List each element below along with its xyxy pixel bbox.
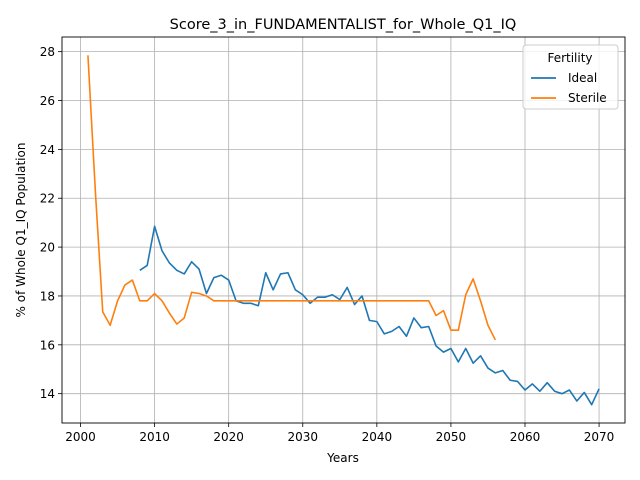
grid-lines <box>62 37 625 423</box>
series-line-ideal <box>139 225 600 406</box>
y-axis-label: % of Whole Q1_IQ Population <box>14 143 28 318</box>
x-tick-label: 2020 <box>213 430 244 444</box>
y-tick-label: 20 <box>40 241 55 255</box>
series-line-sterile <box>87 55 497 341</box>
y-tick-label: 22 <box>40 192 55 206</box>
axis-ticks: 2000 2010 2020 2030 2040 2050 2060 2070 14 16 18 20… <box>40 45 615 444</box>
y-tick-label: 28 <box>40 45 55 59</box>
legend-box <box>522 44 619 110</box>
x-tick-label: 2010 <box>139 430 170 444</box>
x-tick-label: 2070 <box>584 430 615 444</box>
x-tick-label: 2000 <box>65 430 96 444</box>
x-axis-label: Years <box>326 451 359 465</box>
x-tick-label: 2050 <box>436 430 467 444</box>
x-tick-label: 2040 <box>362 430 393 444</box>
y-tick-label: 18 <box>40 289 55 303</box>
y-tick-label: 24 <box>40 143 55 157</box>
y-tick-label: 26 <box>40 94 55 108</box>
plot-frame <box>61 36 626 424</box>
y-tick-label: 14 <box>40 387 55 401</box>
y-tick-label: 16 <box>40 338 55 352</box>
x-tick-label: 2060 <box>510 430 541 444</box>
legend: Fertility Ideal Sterile <box>522 44 619 110</box>
chart-title: Score_3_in_FUNDAMENTALIST_for_Whole_Q1_I… <box>170 17 517 33</box>
legend-title: Fertility <box>547 51 592 65</box>
legend-label-sterile: Sterile <box>568 91 607 105</box>
x-tick-label: 2030 <box>287 430 318 444</box>
series-lines <box>87 55 600 406</box>
legend-label-ideal: Ideal <box>568 71 597 85</box>
